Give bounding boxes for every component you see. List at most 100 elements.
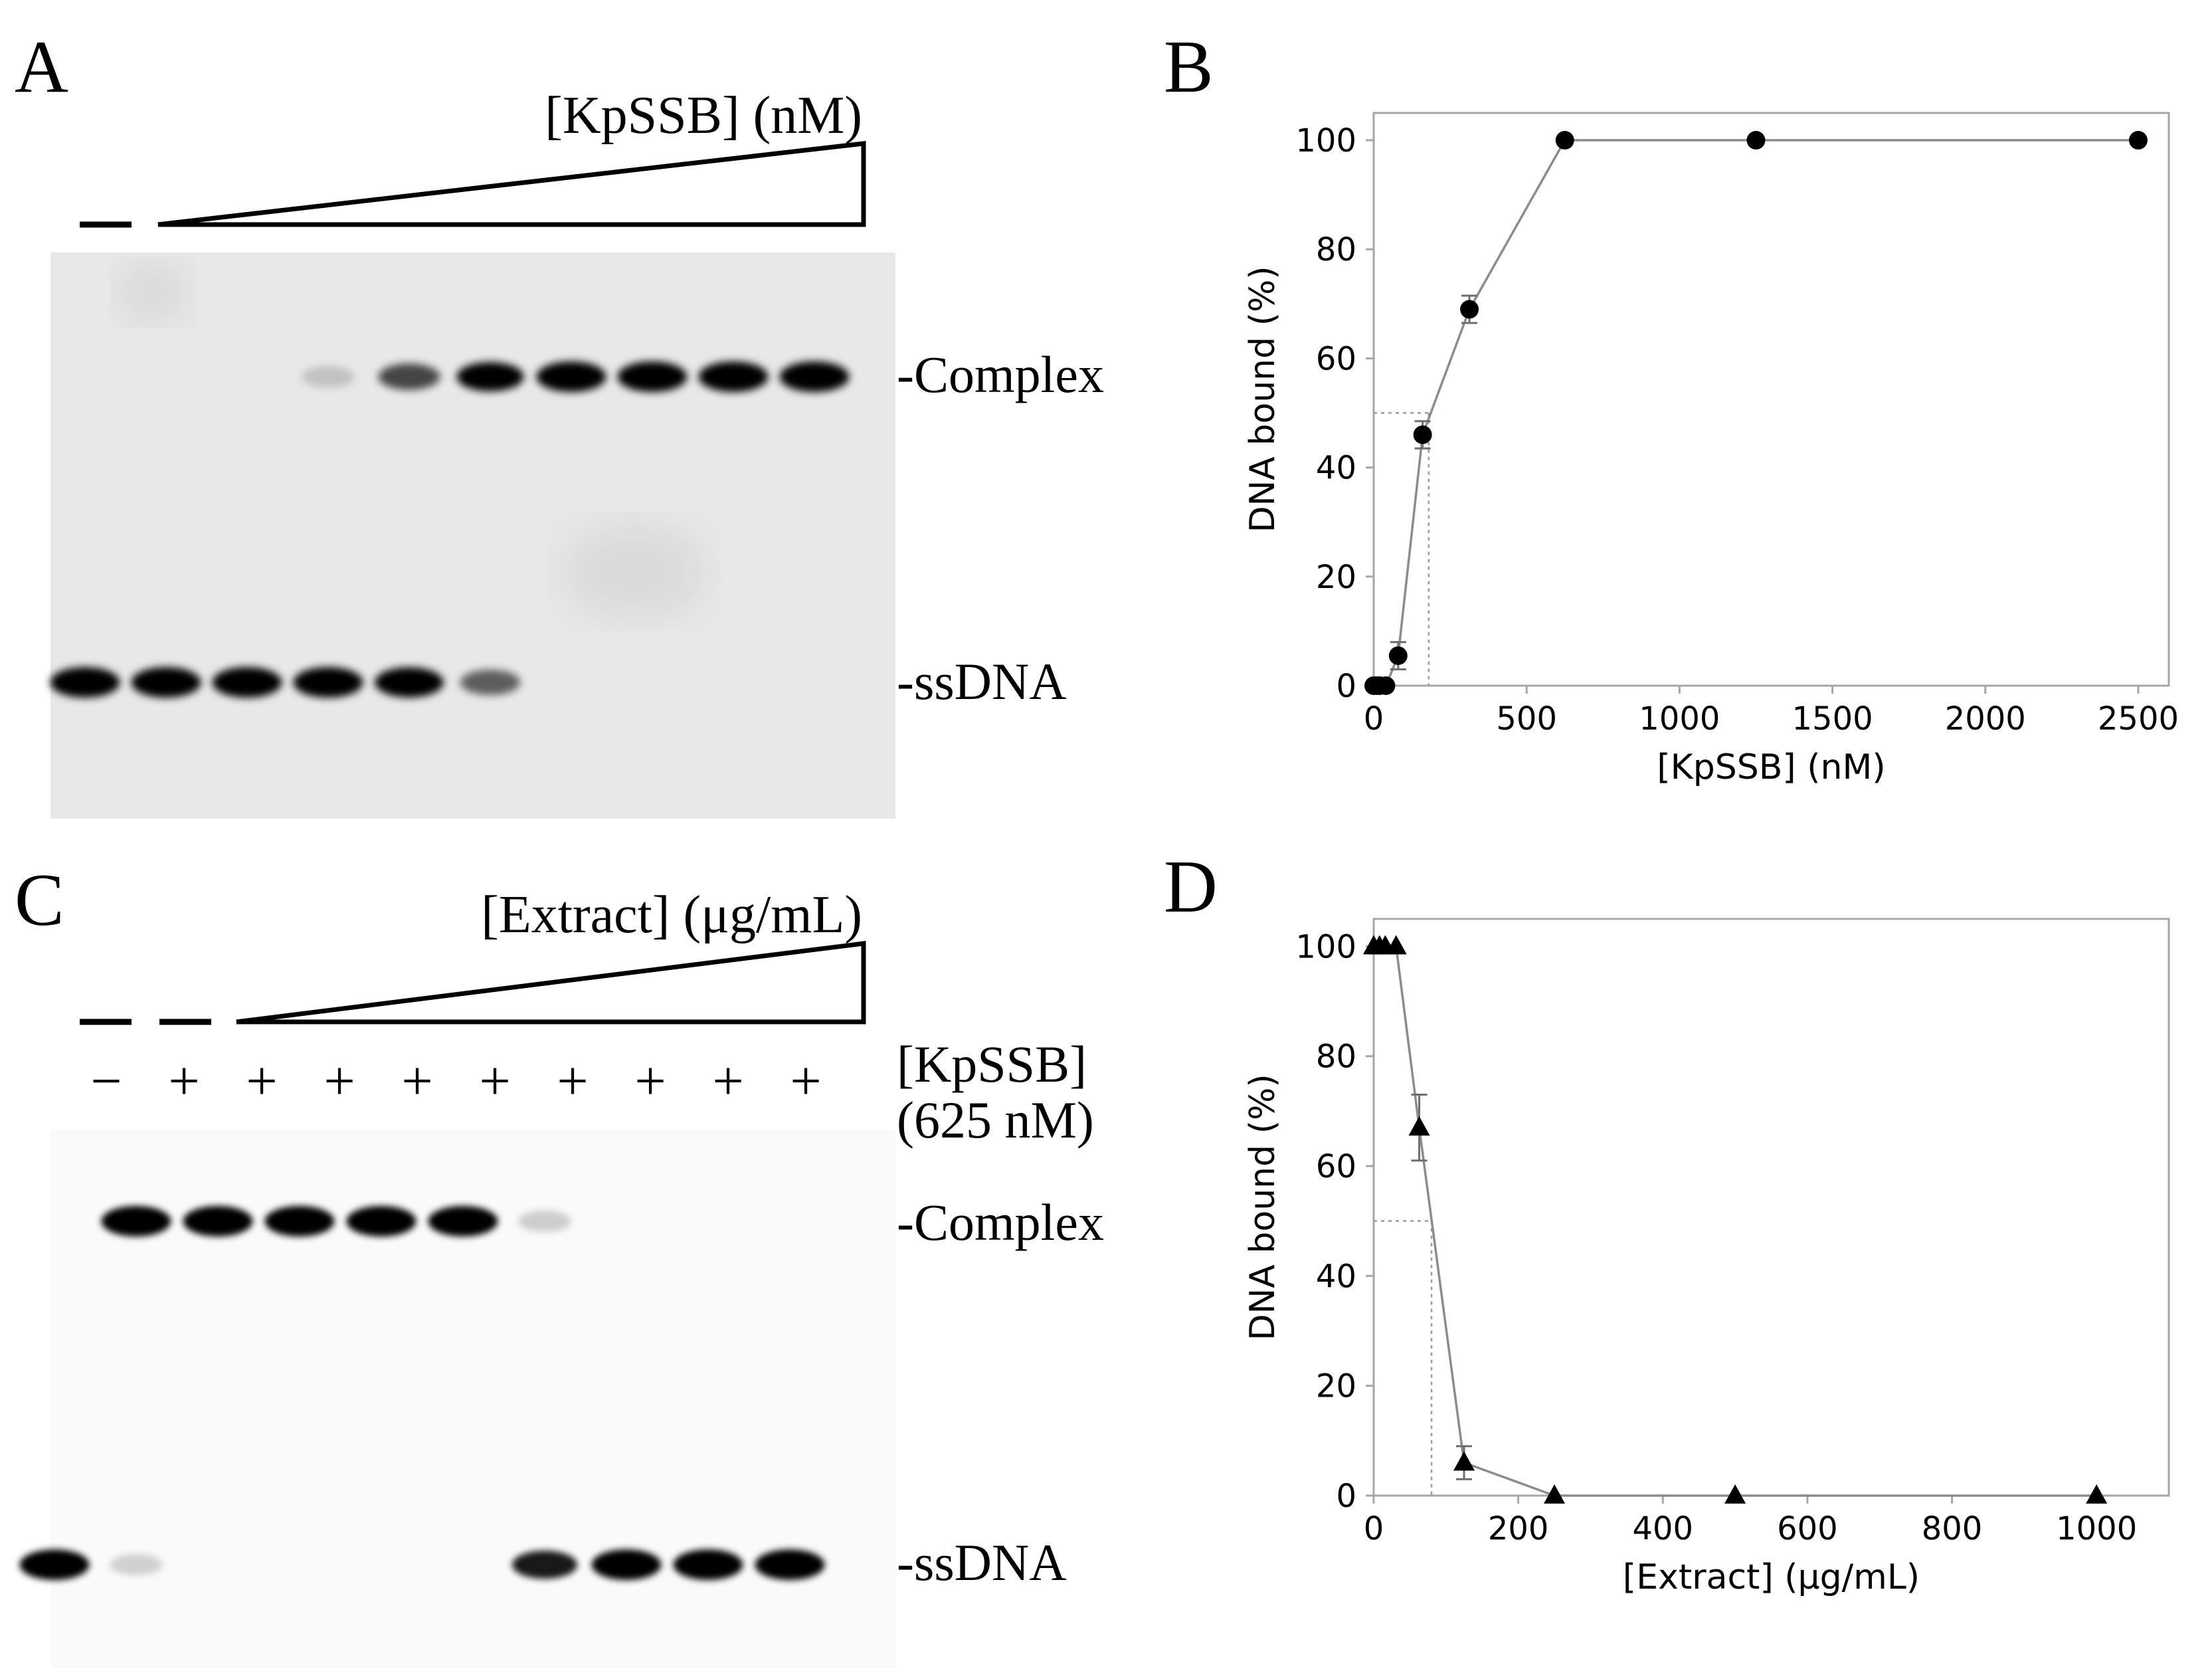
data-point (1388, 646, 1408, 665)
panel-b: B 0 500 1000 1500 2000 2500 0 20 40 60 80 100 [KpSSB… (1164, 26, 2179, 787)
ssdna-band (755, 1549, 825, 1580)
gel-a-ssdna-label: -ssDNA (897, 652, 1067, 710)
x-tick-label: 1000 (1639, 700, 1720, 738)
gel-a-background (50, 252, 895, 819)
y-tick-label: 80 (1316, 1038, 1356, 1076)
y-tick-label: 100 (1295, 928, 1356, 965)
ssdna-band (293, 667, 363, 698)
ssdna-band (375, 667, 444, 698)
data-point (1460, 300, 1479, 319)
data-point (1724, 1484, 1746, 1504)
lane-sign: + (557, 1050, 588, 1112)
data-point (1555, 131, 1574, 150)
complex-band (378, 363, 440, 390)
data-point (2128, 131, 2148, 150)
y-axis-title: DNA bound (%) (1243, 1074, 1283, 1340)
plot-frame (1372, 112, 2170, 687)
gel-c-ssdna-label: -ssDNA (897, 1533, 1067, 1591)
chart-d: 0 200 400 600 800 1000 0 20 40 60 80 100 [Extract] (… (1243, 918, 2170, 1597)
gel-a-artifact (561, 522, 707, 621)
gel-a-complex-label: -Complex (897, 346, 1104, 403)
x-tick-label: 2000 (1945, 700, 2026, 738)
y-tick-label: 60 (1316, 340, 1356, 377)
complex-band (183, 1206, 253, 1236)
kpssb-gradient-wedge (157, 141, 866, 227)
ssdna-band (50, 667, 120, 698)
gel-a-bands (50, 361, 850, 698)
ssdna-band (212, 667, 282, 698)
panel-d-letter: D (1164, 846, 1218, 928)
panel-b-letter: B (1164, 26, 1214, 108)
gel-a-artifact (116, 262, 189, 322)
chart-b: 0 500 1000 1500 2000 2500 0 20 40 60 80 100 [KpSSB] … (1243, 112, 2179, 787)
ssdna-band (460, 669, 521, 696)
data-point (2086, 1484, 2108, 1504)
y-tick-label: 60 (1316, 1148, 1356, 1185)
y-tick-label: 80 (1316, 231, 1356, 268)
ssdna-band (131, 667, 201, 698)
lane-sign: − (90, 1050, 122, 1112)
complex-band (779, 361, 850, 392)
data-point (1408, 1116, 1430, 1136)
x-tick-label: 800 (1922, 1510, 1983, 1547)
lane-sign: + (634, 1050, 666, 1112)
data-point (1453, 1451, 1475, 1471)
complex-band (456, 362, 524, 391)
y-axis-title: DNA bound (%) (1243, 266, 1283, 532)
y-tick-label: 40 (1316, 450, 1356, 487)
x-tick-label: 400 (1632, 1510, 1693, 1547)
x-tick-label: 1500 (1792, 700, 1873, 738)
lane-sign: + (168, 1050, 199, 1112)
complex-band (518, 1210, 571, 1233)
data-point (1544, 1484, 1566, 1504)
lane-signs: − + + + + + + + + + (90, 1050, 821, 1112)
x-axis-title: [Extract] (μg/mL) (1623, 1557, 1920, 1597)
complex-band (346, 1206, 416, 1236)
y-tick-label: 40 (1316, 1258, 1356, 1295)
series-line (1374, 139, 2138, 687)
lane-sign: + (712, 1050, 743, 1112)
lane-sign: + (479, 1050, 510, 1112)
extract-gradient-label: [Extract] (μg/mL) (481, 886, 862, 944)
lane-sign: + (246, 1050, 277, 1112)
complex-band (698, 361, 769, 392)
data-point (1746, 131, 1766, 150)
y-tick-label: 0 (1336, 1478, 1356, 1515)
data-point (1376, 676, 1396, 695)
data-point (1413, 425, 1432, 444)
panel-a-letter: A (15, 26, 68, 108)
x-axis-title: [KpSSB] (nM) (1657, 747, 1885, 787)
ssdna-band (673, 1549, 743, 1580)
kpssb-gradient-label: [KpSSB] (nM) (545, 86, 862, 145)
x-tick-label: 1000 (2056, 1510, 2137, 1547)
y-tick-label: 0 (1336, 668, 1356, 705)
lane-sign: + (790, 1050, 821, 1112)
panel-a: A [KpSSB] (nM) -Complex -ssDNA (15, 26, 1104, 819)
complex-band (617, 361, 688, 392)
y-tick-label: 20 (1316, 1368, 1356, 1405)
complex-band (101, 1206, 171, 1236)
kpssb-concentration-label: (625 nM) (897, 1091, 1094, 1149)
series-line (1374, 945, 2097, 1497)
x-tick-label: 500 (1496, 700, 1557, 738)
y-tick-label: 20 (1316, 559, 1356, 596)
lane-sign: + (401, 1050, 432, 1112)
x-tick-label: 600 (1777, 1510, 1838, 1547)
gel-c-bands (19, 1206, 825, 1580)
complex-band (264, 1206, 335, 1236)
gel-c-complex-label: -Complex (897, 1193, 1104, 1251)
ssdna-band (591, 1549, 662, 1580)
lane-sign: + (323, 1050, 355, 1112)
x-tick-label: 2500 (2098, 700, 2179, 738)
extract-gradient-wedge (236, 941, 866, 1025)
y-tick-label: 100 (1295, 122, 1356, 159)
panel-d: D 0 200 400 600 800 1000 0 20 40 60 80 100 [Extract]… (1164, 846, 2170, 1597)
plot-frame (1372, 918, 2170, 1497)
x-tick-label: 0 (1364, 1510, 1384, 1547)
x-tick-label: 200 (1488, 1510, 1549, 1547)
ssdna-band (110, 1553, 163, 1576)
ssdna-band (19, 1549, 90, 1580)
ssdna-band (511, 1550, 578, 1579)
complex-band (428, 1206, 498, 1236)
